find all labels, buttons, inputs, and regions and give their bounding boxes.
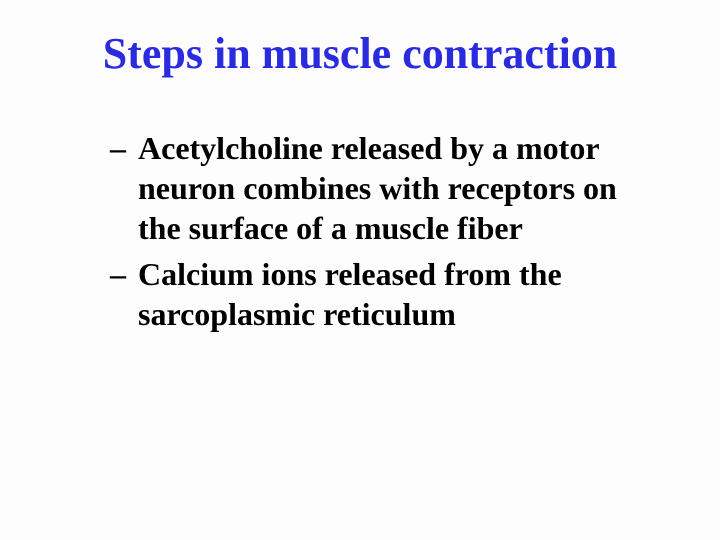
bullet-dash-icon: – <box>110 254 126 294</box>
slide-container: Steps in muscle contraction – Acetylchol… <box>0 0 720 540</box>
slide-title: Steps in muscle contraction <box>50 30 670 78</box>
bullet-list: – Acetylcholine released by a motor neur… <box>50 128 670 334</box>
bullet-text: Acetylcholine released by a motor neuron… <box>138 130 617 246</box>
bullet-dash-icon: – <box>110 128 126 168</box>
list-item: – Calcium ions released from the sarcopl… <box>110 254 640 334</box>
bullet-text: Calcium ions released from the sarcoplas… <box>138 256 562 332</box>
list-item: – Acetylcholine released by a motor neur… <box>110 128 640 248</box>
